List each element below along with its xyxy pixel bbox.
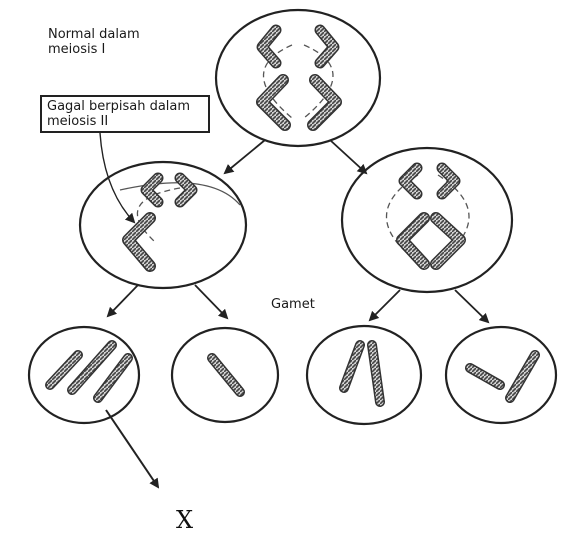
label-result-x: X	[176, 506, 194, 534]
label-normal-meiosis-1: Normal dalam meiosis I	[48, 27, 140, 57]
secondary-cell-left	[78, 160, 248, 290]
arrow-left-to-gamete-1	[106, 284, 139, 318]
parent-cell	[214, 8, 382, 148]
gamete-4-membrane	[444, 325, 558, 425]
arrow-right-to-gamete-3	[368, 289, 401, 322]
spindle-fiber-left	[263, 44, 293, 119]
gamete-2	[170, 326, 280, 424]
arrow-gamete-to-x	[105, 409, 160, 489]
secondary-cell-left-membrane	[78, 160, 248, 290]
arrow-left-to-gamete-2	[194, 284, 229, 320]
secondary-cell-right	[340, 146, 514, 294]
spindle-fiber-right	[303, 44, 334, 119]
gamete-3-membrane	[305, 324, 423, 426]
arrow-parent-to-left	[223, 139, 266, 175]
gamete-1	[27, 325, 141, 425]
gamete-1-membrane	[27, 325, 141, 425]
secondary-cell-right-membrane	[340, 146, 514, 294]
pointer-arrow-gagal	[99, 132, 136, 224]
gamete-4	[444, 325, 558, 425]
gamete-2-membrane	[170, 326, 280, 424]
label-gamete: Gamet	[271, 297, 315, 312]
arrow-parent-to-right	[329, 139, 368, 175]
gamete-3	[305, 324, 423, 426]
spindle-fiber-mid-left-a	[136, 187, 181, 243]
arrow-right-to-gamete-4	[454, 289, 490, 324]
label-failed-meiosis-2: Gagal berpisah dalam meiosis II	[40, 95, 210, 133]
spindle-fiber-mid-left-b	[119, 182, 241, 206]
parent-cell-membrane	[214, 8, 382, 148]
